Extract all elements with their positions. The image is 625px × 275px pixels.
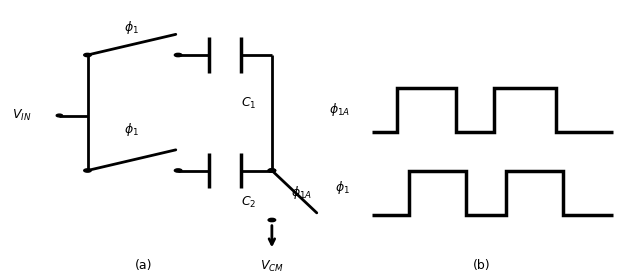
Circle shape [268,169,276,172]
Text: $V_{IN}$: $V_{IN}$ [12,108,32,123]
Circle shape [84,53,91,57]
Circle shape [84,169,91,172]
Text: $\phi_{1A}$: $\phi_{1A}$ [291,184,312,201]
Circle shape [268,169,276,172]
Text: $V_{CM}$: $V_{CM}$ [260,258,284,274]
Circle shape [56,114,63,117]
Text: $\phi_1$: $\phi_1$ [124,19,139,36]
Text: $\phi_{1A}$: $\phi_{1A}$ [329,101,350,119]
Text: $\phi_1$: $\phi_1$ [335,178,350,196]
Circle shape [268,218,276,222]
Text: (a): (a) [135,259,152,272]
Text: $C_1$: $C_1$ [241,96,256,111]
Text: (b): (b) [472,259,490,272]
Circle shape [174,169,182,172]
Circle shape [174,53,182,57]
Text: $C_2$: $C_2$ [241,195,256,210]
Text: $\phi_1$: $\phi_1$ [124,120,139,138]
